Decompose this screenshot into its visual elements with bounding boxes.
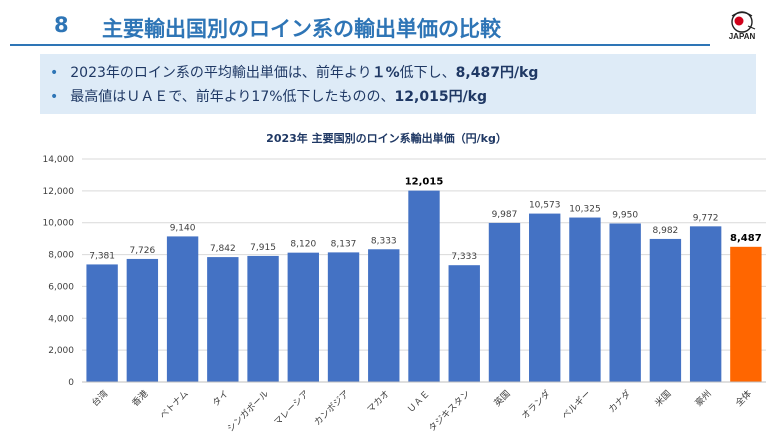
bar-4 bbox=[247, 255, 279, 382]
page-number: 8 bbox=[54, 13, 69, 37]
x-tick-label: カンボジア bbox=[312, 388, 352, 428]
y-tick-label: 8,000 bbox=[48, 251, 74, 261]
x-tick-label: シンガポール bbox=[225, 388, 271, 434]
y-tick-label: 4,000 bbox=[48, 314, 74, 324]
data-label: 9,140 bbox=[170, 223, 196, 233]
summary-bullet-1: • 2023年のロイン系の平均輸出単価は、前年より１%低下し、8,487円/kg bbox=[50, 65, 539, 81]
x-tick-label: オランダ bbox=[519, 388, 553, 422]
x-tick-label: ＵＡＥ bbox=[406, 389, 432, 415]
x-tick-label: 英国 bbox=[491, 388, 512, 409]
data-label: 8,487 bbox=[730, 233, 762, 244]
y-tick-label: 6,000 bbox=[48, 282, 74, 292]
bar-16 bbox=[730, 246, 762, 382]
data-label: 7,726 bbox=[129, 246, 155, 256]
y-tick-label: 10,000 bbox=[43, 219, 75, 229]
x-tick-label: 香港 bbox=[129, 388, 150, 409]
chart-title: 2023年 主要国別のロイン系輸出単価（円/kg） bbox=[266, 132, 507, 145]
y-tick-label: 0 bbox=[68, 378, 74, 388]
x-tick-label: タイ bbox=[210, 388, 231, 409]
summary-bullet-2: • 最高値はＵＡＥで、前年より17%低下したものの、12,015円/kg bbox=[50, 89, 488, 105]
x-tick-label: カナダ bbox=[606, 388, 634, 416]
bar-14 bbox=[649, 238, 682, 382]
y-tick-label: 12,000 bbox=[43, 187, 75, 197]
bar-9 bbox=[448, 265, 480, 382]
bar-13 bbox=[609, 223, 641, 382]
data-label: 9,772 bbox=[693, 213, 719, 223]
y-tick-label: 14,000 bbox=[43, 155, 75, 165]
japan-logo: JAPAN bbox=[722, 10, 762, 44]
bar-2 bbox=[166, 236, 199, 382]
x-tick-label: 台湾 bbox=[89, 388, 110, 409]
bar-11 bbox=[529, 213, 561, 382]
data-label: 7,381 bbox=[89, 251, 115, 261]
x-tick-label: 米国 bbox=[652, 388, 673, 409]
data-label: 8,137 bbox=[331, 239, 357, 249]
x-tick-label: タジキスタン bbox=[427, 388, 473, 434]
x-tick-label: 豪州 bbox=[693, 388, 714, 409]
bar-3 bbox=[207, 257, 239, 382]
logo-text: JAPAN bbox=[728, 32, 756, 41]
data-label: 8,333 bbox=[371, 236, 397, 246]
data-label: 7,333 bbox=[451, 252, 477, 262]
bar-1 bbox=[126, 258, 159, 382]
bar-8 bbox=[408, 190, 440, 382]
x-tick-label: 全体 bbox=[733, 388, 754, 409]
data-label: 8,982 bbox=[653, 226, 679, 236]
x-tick-label: マカオ bbox=[365, 388, 392, 415]
bar-6 bbox=[327, 252, 360, 382]
title-bar: 8 主要輸出国別のロイン系の輸出単価の比較 bbox=[10, 8, 710, 46]
y-tick-label: 2,000 bbox=[48, 346, 74, 356]
bar-0 bbox=[86, 264, 118, 382]
data-label: 10,325 bbox=[569, 205, 601, 215]
bar-15 bbox=[689, 226, 722, 382]
page-title: 主要輸出国別のロイン系の輸出単価の比較 bbox=[102, 17, 501, 41]
data-label: 9,987 bbox=[492, 210, 518, 220]
data-label: 9,950 bbox=[612, 211, 638, 221]
bar-7 bbox=[368, 249, 400, 382]
summary-box: • 2023年のロイン系の平均輸出単価は、前年より１%低下し、8,487円/kg … bbox=[40, 54, 756, 114]
data-label: 7,842 bbox=[210, 244, 236, 254]
data-label: 10,573 bbox=[529, 201, 561, 211]
x-tick-label: ベトナム bbox=[158, 388, 191, 421]
bar-5 bbox=[287, 252, 319, 382]
bar-10 bbox=[488, 222, 521, 382]
data-label: 8,120 bbox=[290, 240, 316, 250]
bar-12 bbox=[569, 217, 601, 382]
data-label: 12,015 bbox=[405, 177, 444, 188]
data-label: 7,915 bbox=[250, 243, 276, 253]
logo-icon bbox=[731, 11, 756, 33]
x-tick-label: ベルギー bbox=[560, 388, 593, 421]
x-tick-label: マレーシア bbox=[273, 389, 312, 428]
